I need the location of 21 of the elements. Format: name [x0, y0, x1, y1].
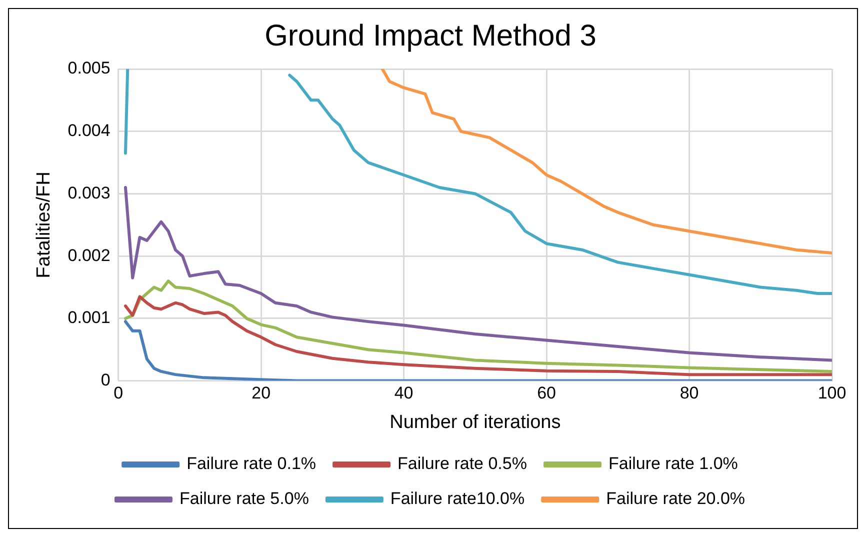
legend-label: Failure rate 20.0% — [606, 489, 746, 508]
y-tick-label: 0.001 — [68, 308, 110, 328]
legend-label: Failure rate10.0% — [390, 489, 525, 508]
legend-label: Failure rate 0.1% — [186, 454, 316, 474]
x-tick-label: 20 — [252, 384, 271, 403]
y-axis-title: Fatalities/FH — [34, 172, 55, 278]
y-tick-label: 0 — [100, 370, 110, 390]
chart-title: Ground Impact Method 3 — [264, 19, 596, 52]
x-tick-label: 40 — [394, 384, 414, 403]
x-tick-label: 60 — [537, 384, 556, 403]
x-tick-label: 0 — [114, 384, 124, 403]
y-tick-label: 0.002 — [68, 246, 110, 265]
y-tick-label: 0.005 — [68, 58, 110, 78]
legend-label: Failure rate 5.0% — [179, 489, 309, 508]
y-tick-label: 0.004 — [68, 121, 110, 140]
y-tick-label: 0.003 — [68, 183, 110, 202]
legend-label: Failure rate 0.5% — [398, 454, 527, 474]
legend-label: Failure rate 1.0% — [608, 454, 738, 474]
x-axis-title: Number of iterations — [390, 412, 561, 433]
x-tick-label: 100 — [818, 384, 846, 403]
x-tick-label: 80 — [680, 384, 699, 403]
